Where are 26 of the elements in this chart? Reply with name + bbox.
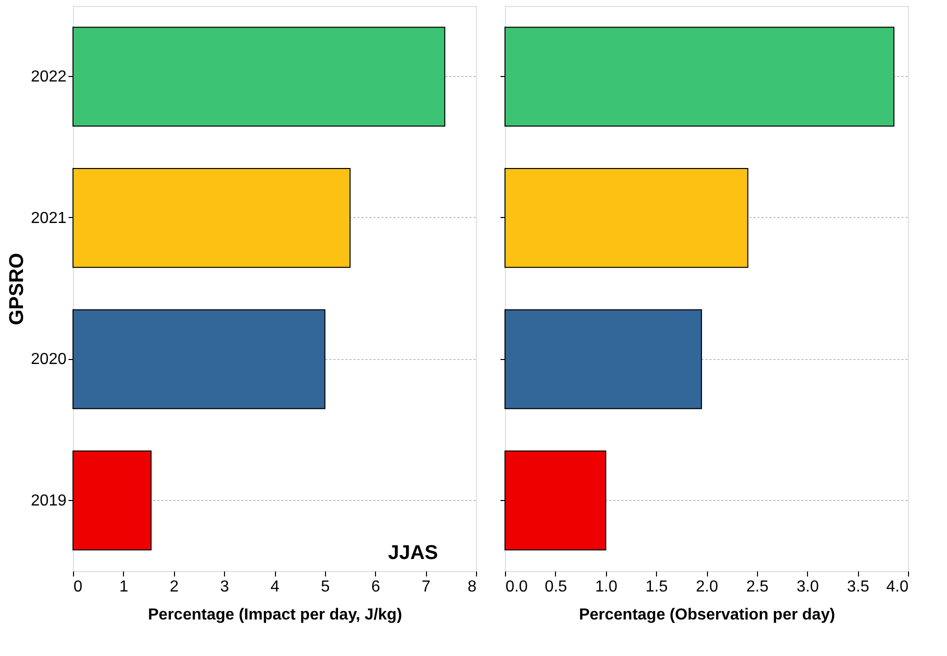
x-tick-label: 1.0 [595, 578, 618, 596]
y-tick-label: 2021 [30, 210, 67, 227]
x-tick-label: 1.5 [646, 578, 668, 596]
x-tick-label: 2.5 [746, 578, 769, 596]
annotation: JJAS [388, 542, 438, 564]
x-tick-label: 2 [170, 578, 179, 596]
x-tick-label: 0 [74, 578, 82, 596]
x-axis-title: Percentage (Observation per day) [578, 606, 836, 624]
x-tick-label: 5 [320, 578, 330, 596]
x-tick-label: 3.5 [847, 578, 870, 596]
x-tick-label: 7 [422, 578, 431, 596]
x-tick-label: 3.0 [796, 578, 819, 596]
x-tick-label: 1 [119, 578, 128, 596]
x-tick-label: 0.5 [544, 578, 568, 596]
x-tick-label: 6 [371, 578, 380, 596]
x-tick-label: 2.0 [696, 578, 718, 596]
x-tick-label: 4 [270, 578, 280, 596]
y-tick-label: 2022 [30, 68, 67, 86]
y-axis-title: GPSRO [6, 252, 28, 326]
x-tick-label: 8 [468, 578, 477, 596]
x-axis-title: Percentage (Impact per day, J/kg) [148, 606, 402, 624]
x-tick-label: 3 [220, 578, 230, 596]
y-tick-label: 2019 [30, 492, 67, 510]
x-tick-label: 4.0 [886, 578, 909, 596]
y-tick-label: 2020 [30, 351, 67, 368]
x-tick-label: 0.0 [506, 578, 528, 596]
